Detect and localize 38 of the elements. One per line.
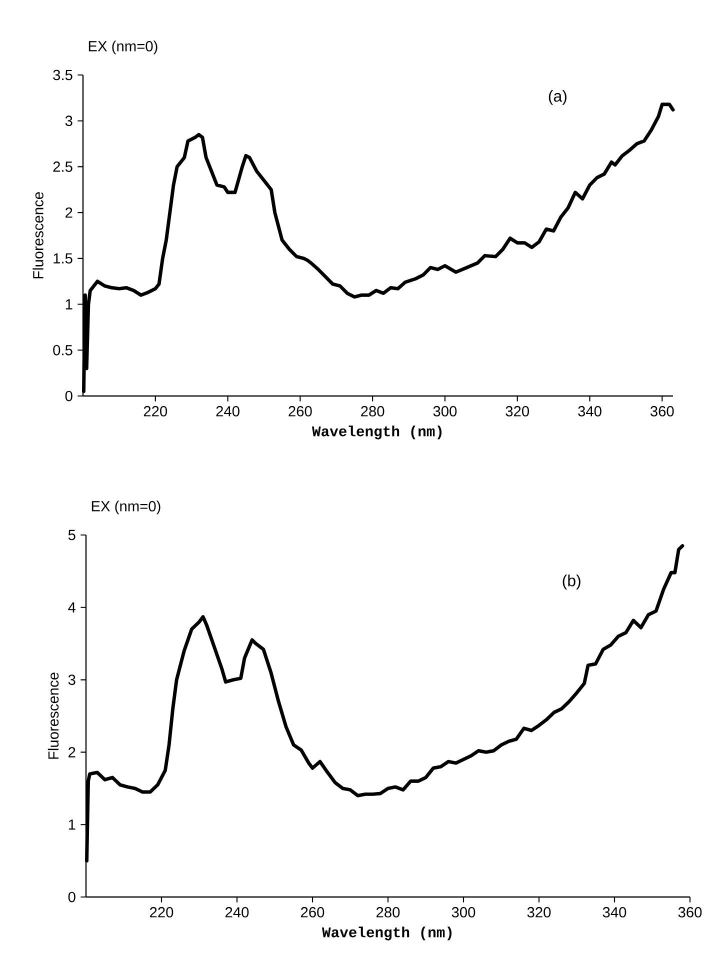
y-tick-label: 0 xyxy=(65,390,72,402)
x-tick-label: 280 xyxy=(361,406,384,416)
x-tick-label: 320 xyxy=(527,907,551,918)
x-tick-label: 220 xyxy=(150,907,174,918)
x-tick-label: 360 xyxy=(678,907,702,918)
x-axis-title: Wavelength (nm) xyxy=(312,426,442,440)
x-tick-label: 300 xyxy=(452,907,476,918)
x-tick-label: 340 xyxy=(578,406,602,416)
y-axis-title: Fluorescence xyxy=(48,672,59,759)
x-tick-label: 260 xyxy=(288,406,312,416)
y-tick-label: 3 xyxy=(65,116,72,126)
chart-title: EX (nm=0) xyxy=(88,40,158,54)
y-tick-label: 0.5 xyxy=(53,344,72,356)
x-tick-label: 220 xyxy=(144,406,168,416)
y-tick-label: 1 xyxy=(66,299,72,310)
annotation: (a) xyxy=(548,90,566,105)
x-tick-label: 260 xyxy=(300,907,324,918)
annotation: (b) xyxy=(562,574,580,590)
y-tick-label: 2 xyxy=(68,747,76,758)
y-tick-label: 4 xyxy=(68,602,76,612)
y-tick-label: 5 xyxy=(68,530,76,540)
y-axis-title: Fluorescence xyxy=(32,192,44,278)
y-tick-label: 2.5 xyxy=(53,162,72,172)
chart-title: EX (nm=0) xyxy=(92,500,160,514)
y-tick-label: 3 xyxy=(68,674,76,685)
x-tick-label: 240 xyxy=(226,907,249,918)
y-tick-label: 1.5 xyxy=(54,253,72,264)
x-tick-label: 300 xyxy=(433,406,457,416)
y-tick-label: 1 xyxy=(68,820,76,830)
x-tick-label: 240 xyxy=(216,406,240,416)
x-tick-label: 340 xyxy=(602,907,626,918)
x-axis-title: Wavelength (nm) xyxy=(322,926,452,940)
y-tick-label: 2 xyxy=(66,207,72,218)
y-tick-label: 0 xyxy=(68,892,76,902)
x-tick-label: 320 xyxy=(506,406,530,416)
x-tick-label: 360 xyxy=(650,406,674,416)
y-tick-label: 3.5 xyxy=(53,70,72,80)
x-tick-label: 280 xyxy=(376,907,400,918)
